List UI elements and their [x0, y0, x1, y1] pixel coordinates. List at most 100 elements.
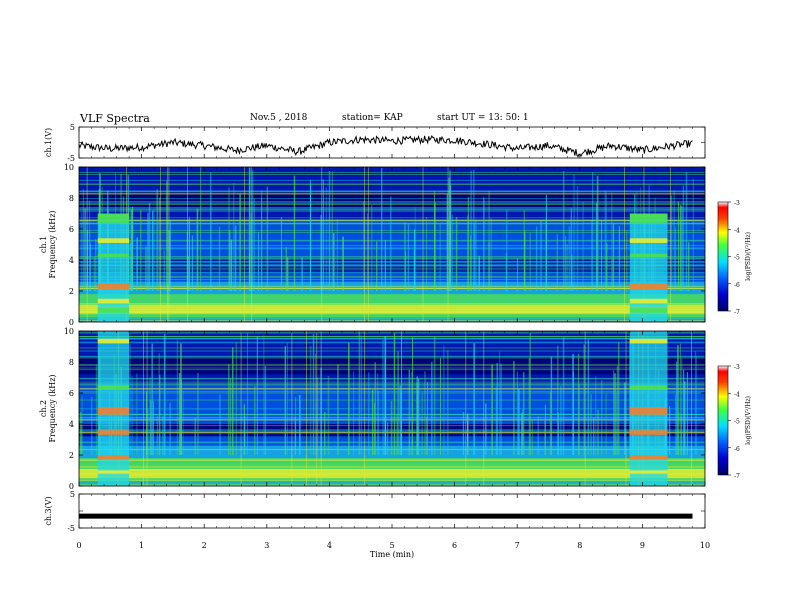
- impulse-streak: [513, 360, 515, 455]
- impulse-streak: [488, 241, 490, 291]
- impulse-streak: [447, 167, 449, 322]
- y-tick-label: 2: [69, 287, 74, 296]
- impulse-streak: [483, 197, 485, 291]
- bright-interval-line: [97, 338, 130, 344]
- spectral-line: [79, 287, 705, 289]
- bright-interval-line: [629, 218, 668, 223]
- impulse-streak: [670, 167, 671, 322]
- spectral-line: [79, 473, 705, 475]
- impulse-streak: [81, 395, 83, 455]
- impulse-streak: [301, 257, 303, 291]
- spectral-line: [79, 190, 705, 192]
- spectral-line: [79, 378, 705, 380]
- x-tick-label: 4: [327, 541, 332, 550]
- impulse-streak: [549, 391, 552, 455]
- spectral-line: [79, 191, 705, 192]
- colorbar-tick-label: -5: [734, 255, 740, 262]
- impulse-streak: [562, 170, 565, 291]
- impulse-streak: [384, 335, 387, 455]
- impulse-streak: [150, 400, 152, 455]
- y-tick-label: 4: [69, 420, 74, 429]
- impulse-streak: [159, 374, 161, 455]
- impulse-streak: [95, 239, 97, 291]
- y-axis-label: ch.3(V): [44, 496, 53, 525]
- impulse-streak: [605, 192, 607, 291]
- impulse-streak: [434, 202, 436, 291]
- colorbar-tick-label: -7: [734, 309, 740, 316]
- x-tick-label: 1: [139, 541, 144, 550]
- impulse-streak: [405, 252, 407, 291]
- impulse-streak: [434, 190, 435, 291]
- impulse-streak: [158, 197, 160, 291]
- impulse-streak: [156, 415, 159, 455]
- impulse-streak: [570, 208, 572, 291]
- impulse-streak: [679, 343, 682, 455]
- impulse-streak: [252, 170, 254, 291]
- impulse-streak: [556, 234, 558, 291]
- impulse-streak: [84, 208, 86, 291]
- spectral-line: [79, 469, 705, 471]
- spectral-line: [79, 261, 705, 263]
- bright-interval-line: [629, 406, 668, 415]
- impulse-streak: [89, 200, 91, 291]
- impulse-streak: [325, 187, 327, 291]
- impulse-streak: [149, 377, 151, 455]
- spectral-line: [79, 384, 705, 386]
- impulse-streak: [612, 223, 615, 291]
- impulse-streak: [478, 255, 480, 291]
- impulse-streak: [521, 412, 523, 455]
- spectral-line: [79, 369, 705, 371]
- impulse-streak: [466, 413, 469, 455]
- colorbar: [717, 365, 729, 476]
- impulse-streak: [285, 247, 288, 291]
- impulse-streak: [384, 239, 386, 291]
- impulse-streak: [250, 212, 252, 291]
- impulse-streak: [218, 226, 221, 291]
- bright-interval-line: [97, 455, 130, 460]
- impulse-streak: [678, 411, 680, 455]
- impulse-streak: [495, 387, 498, 455]
- impulse-streak: [560, 386, 562, 455]
- impulse-streak: [451, 214, 453, 291]
- impulse-streak: [682, 185, 684, 291]
- impulse-streak: [234, 225, 237, 291]
- x-tick-label: 0: [76, 541, 81, 550]
- impulse-streak: [601, 219, 603, 291]
- spectral-line: [79, 256, 705, 258]
- impulse-streak: [148, 202, 151, 291]
- impulse-streak: [412, 337, 414, 455]
- impulse-streak: [197, 372, 199, 455]
- spectral-line: [79, 464, 705, 466]
- impulse-streak: [247, 333, 249, 455]
- impulse-streak: [426, 216, 427, 291]
- spectral-line: [79, 258, 705, 259]
- impulse-streak: [595, 202, 598, 291]
- spectral-line: [79, 209, 705, 211]
- spectral-line: [79, 179, 705, 181]
- impulse-streak: [529, 332, 532, 455]
- spectral-line: [79, 478, 705, 480]
- impulse-streak: [626, 230, 628, 291]
- impulse-streak: [679, 205, 682, 291]
- spectral-line: [79, 313, 705, 315]
- impulse-streak: [616, 366, 618, 455]
- spectral-line: [79, 388, 705, 390]
- impulse-streak: [618, 342, 620, 455]
- spectral-line: [79, 223, 705, 225]
- impulse-streak: [529, 232, 531, 291]
- y-tick-label: 8: [69, 194, 74, 203]
- impulse-streak: [244, 167, 245, 322]
- impulse-streak: [210, 172, 212, 291]
- impulse-streak: [294, 417, 296, 455]
- x-tick-label: 2: [202, 541, 207, 550]
- x-tick-label: 8: [577, 541, 582, 550]
- spectral-line: [79, 363, 705, 365]
- impulse-streak: [399, 385, 401, 455]
- spectral-line: [79, 239, 705, 241]
- y-axis-label: ch.1(V): [44, 128, 53, 157]
- bright-interval-line: [97, 430, 130, 435]
- impulse-streak: [597, 409, 599, 455]
- impulse-streak: [286, 257, 289, 291]
- impulse-streak: [416, 383, 418, 455]
- waveform-frame: [78, 126, 706, 159]
